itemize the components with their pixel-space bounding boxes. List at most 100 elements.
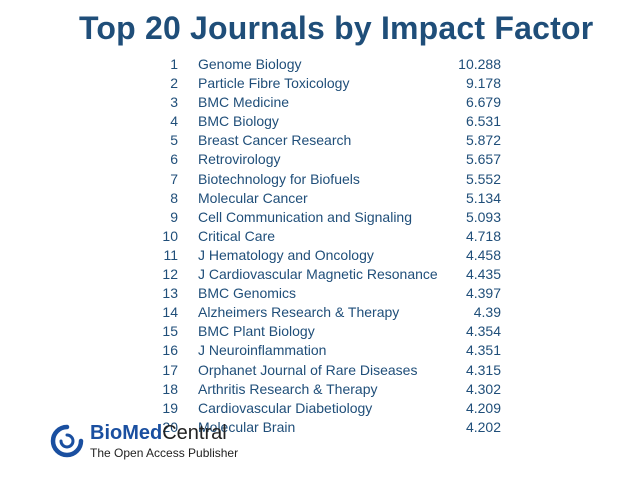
column-gap xyxy=(178,170,198,189)
column-gap xyxy=(178,246,198,265)
logo-wordmark-med: Med xyxy=(122,422,163,444)
table-row: 2 Particle Fibre Toxicology 9.178 xyxy=(148,74,501,93)
biomed-central-logo: BioMedCentral The Open Access Publisher xyxy=(50,422,250,462)
column-gap xyxy=(178,208,198,227)
journal-name: J Cardiovascular Magnetic Resonance xyxy=(198,266,438,283)
journal-impact-factor: 4.302 xyxy=(465,380,501,397)
journal-name: Molecular Cancer xyxy=(198,189,308,206)
column-gap xyxy=(178,284,198,303)
journal-impact-factor: 4.458 xyxy=(465,246,501,263)
table-row: 16 J Neuroinflammation 4.351 xyxy=(148,341,501,360)
journal-impact-factor: 5.872 xyxy=(465,132,501,149)
journal-name: Orphanet Journal of Rare Diseases xyxy=(198,361,418,378)
table-row: 13 BMC Genomics 4.397 xyxy=(148,284,501,303)
journal-rank: 17 xyxy=(162,361,178,378)
journal-impact-factor: 4.354 xyxy=(465,323,501,340)
journal-rank: 9 xyxy=(170,208,178,225)
table-row: 18 Arthritis Research & Therapy 4.302 xyxy=(148,380,501,399)
journal-rank: 20 xyxy=(162,418,178,435)
journal-name: Particle Fibre Toxicology xyxy=(198,75,350,92)
table-row: 6 Retrovirology 5.657 xyxy=(148,150,501,169)
journal-rank: 2 xyxy=(170,75,178,92)
journal-table: 1 Genome Biology 10.288 2 Particle Fibre Tox… xyxy=(148,55,501,437)
column-gap xyxy=(178,361,198,380)
column-gap xyxy=(178,265,198,284)
journal-table-body: 1 Genome Biology 10.288 2 Particle Fibre Tox… xyxy=(148,55,501,437)
journal-name: Molecular Brain xyxy=(198,418,296,435)
journal-name: BMC Genomics xyxy=(198,285,297,302)
journal-name: Cardiovascular Diabetiology xyxy=(198,399,373,416)
journal-impact-factor: 4.397 xyxy=(465,285,501,302)
column-gap xyxy=(178,112,198,131)
journal-name: Critical Care xyxy=(198,227,276,244)
journal-impact-factor: 4.435 xyxy=(465,266,501,283)
journal-name: BMC Plant Biology xyxy=(198,323,315,340)
logo-tagline: The Open Access Publisher xyxy=(90,446,239,460)
journal-rank: 5 xyxy=(170,132,178,149)
column-gap xyxy=(178,303,198,322)
journal-name: Alzheimers Research & Therapy xyxy=(198,304,400,321)
table-row: 1 Genome Biology 10.288 xyxy=(148,55,501,74)
journal-rank: 3 xyxy=(170,94,178,111)
column-gap xyxy=(178,55,198,74)
journal-impact-factor: 10.288 xyxy=(458,56,501,72)
column-gap xyxy=(178,399,198,418)
journal-name: BMC Biology xyxy=(198,113,279,130)
column-gap xyxy=(178,322,198,341)
journal-rank: 13 xyxy=(162,285,178,302)
journal-impact-factor: 4.351 xyxy=(465,342,501,359)
journal-rank: 6 xyxy=(170,151,178,168)
journal-rank: 12 xyxy=(162,266,178,283)
journal-impact-factor: 4.315 xyxy=(465,361,501,378)
table-row: 5 Breast Cancer Research 5.872 xyxy=(148,131,501,150)
journal-name: Biotechnology for Biofuels xyxy=(198,170,360,187)
logo-wordmark-central: Central xyxy=(162,422,227,444)
journal-rank: 10 xyxy=(162,227,178,244)
table-row: 4 BMC Biology 6.531 xyxy=(148,112,501,131)
table-row: 9 Cell Communication and Signaling 5.093 xyxy=(148,208,501,227)
slide-title: Top 20 Journals by Impact Factor xyxy=(79,10,594,46)
journal-rank: 8 xyxy=(170,189,178,206)
journal-name: BMC Medicine xyxy=(198,94,290,111)
table-row: 11 J Hematology and Oncology 4.458 xyxy=(148,246,501,265)
column-gap xyxy=(178,93,198,112)
journal-impact-factor: 5.134 xyxy=(465,189,501,206)
journal-rank: 14 xyxy=(162,304,178,321)
journal-rank: 4 xyxy=(170,113,178,130)
logo-wordmark-bio: Bio xyxy=(90,422,123,444)
journal-name: J Neuroinflammation xyxy=(198,342,327,359)
logo-wordmark: BioMedCentral xyxy=(90,422,227,444)
journal-impact-factor: 5.552 xyxy=(465,170,501,187)
journal-name: J Hematology and Oncology xyxy=(198,246,374,263)
journal-impact-factor: 4.718 xyxy=(465,227,501,244)
journal-impact-factor: 4.209 xyxy=(465,399,501,416)
journal-rank: 18 xyxy=(162,380,178,397)
journal-name: Cell Communication and Signaling xyxy=(198,208,413,225)
journal-impact-factor: 5.093 xyxy=(465,208,501,225)
table-row: 10 Critical Care 4.718 xyxy=(148,227,501,246)
journal-name: Retrovirology xyxy=(198,151,281,168)
journal-name: Arthritis Research & Therapy xyxy=(198,380,378,397)
column-gap xyxy=(178,74,198,93)
table-row: 15 BMC Plant Biology 4.354 xyxy=(148,322,501,341)
table-row: 12 J Cardiovascular Magnetic Resonance 4.4… xyxy=(148,265,501,284)
table-row: 7 Biotechnology for Biofuels 5.552 xyxy=(148,170,501,189)
column-gap xyxy=(178,341,198,360)
table-row: 17 Orphanet Journal of Rare Diseases 4.315 xyxy=(148,361,501,380)
column-gap xyxy=(178,227,198,246)
column-gap xyxy=(178,189,198,208)
journal-impact-factor: 9.178 xyxy=(465,75,501,92)
table-row: 19 Cardiovascular Diabetiology 4.209 xyxy=(148,399,501,418)
table-row: 3 BMC Medicine 6.679 xyxy=(148,93,501,112)
journal-rank: 7 xyxy=(170,170,178,187)
journal-name: Genome Biology xyxy=(198,56,302,72)
table-row: 14 Alzheimers Research & Therapy 4.39 xyxy=(148,303,501,322)
journal-impact-factor: 4.202 xyxy=(465,418,501,435)
column-gap xyxy=(178,380,198,399)
journal-name: Breast Cancer Research xyxy=(198,132,352,149)
journal-rank: 16 xyxy=(162,342,178,359)
journal-impact-factor: 5.657 xyxy=(465,151,501,168)
biomed-central-emblem-icon xyxy=(50,424,84,458)
journal-rank: 15 xyxy=(162,323,178,340)
table-row: 8 Molecular Cancer 5.134 xyxy=(148,189,501,208)
